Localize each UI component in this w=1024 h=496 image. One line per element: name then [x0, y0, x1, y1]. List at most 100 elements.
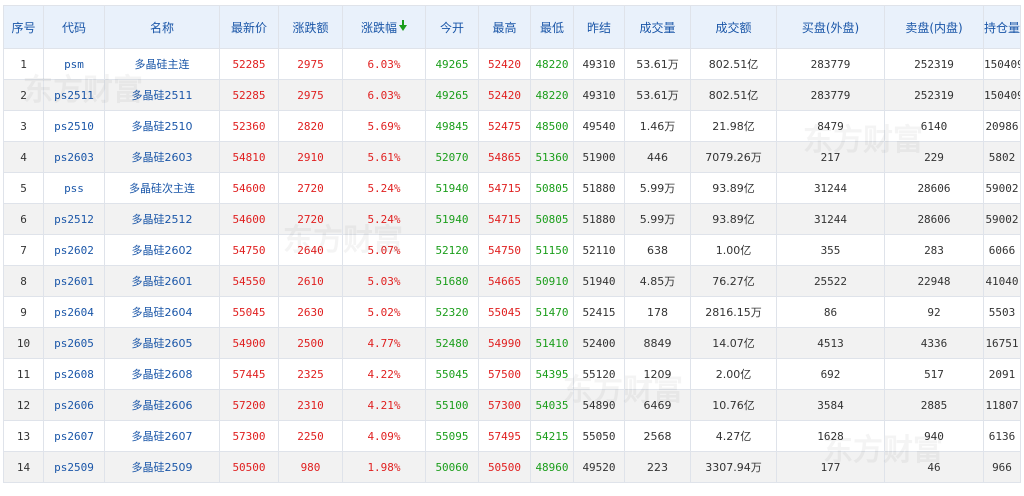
cell-volume: 2568: [624, 420, 691, 452]
cell-code[interactable]: ps2608: [43, 358, 105, 390]
cell-volume: 178: [624, 296, 691, 328]
cell-name[interactable]: 多晶硅2606: [104, 389, 220, 421]
cell-change-pct: 5.03%: [342, 265, 426, 297]
table-row[interactable]: 11 ps2608 多晶硅2608 57445 2325 4.22% 55045 57500 5…: [3, 358, 1021, 390]
header-high[interactable]: 最高: [478, 5, 531, 49]
cell-amount: 21.98亿: [690, 110, 777, 142]
cell-code[interactable]: ps2511: [43, 79, 105, 111]
cell-sell-inner: 252319: [884, 79, 984, 111]
header-open-interest[interactable]: 持仓量: [983, 5, 1021, 49]
cell-last-price: 52360: [219, 110, 279, 142]
header-index[interactable]: 序号: [3, 5, 44, 49]
cell-name[interactable]: 多晶硅2608: [104, 358, 220, 390]
header-code[interactable]: 代码: [43, 5, 105, 49]
cell-open: 49265: [425, 79, 479, 111]
table-row[interactable]: 14 ps2509 多晶硅2509 50500 980 1.98% 50060 50500 48…: [3, 451, 1021, 483]
cell-amount: 76.27亿: [690, 265, 777, 297]
cell-prev-settle: 49310: [573, 79, 625, 111]
table-row[interactable]: 10 ps2605 多晶硅2605 54900 2500 4.77% 52480 54990 5…: [3, 327, 1021, 359]
cell-code[interactable]: ps2510: [43, 110, 105, 142]
header-name[interactable]: 名称: [104, 5, 220, 49]
cell-open-interest: 11807: [983, 389, 1021, 421]
cell-open-interest: 41040: [983, 265, 1021, 297]
header-prev-settle[interactable]: 昨结: [573, 5, 625, 49]
cell-code[interactable]: ps2603: [43, 141, 105, 173]
table-row[interactable]: 4 ps2603 多晶硅2603 54810 2910 5.61% 52070 54865 51…: [3, 141, 1021, 173]
table-row[interactable]: 3 ps2510 多晶硅2510 52360 2820 5.69% 49845 52475 48…: [3, 110, 1021, 142]
header-volume[interactable]: 成交量: [624, 5, 691, 49]
cell-name[interactable]: 多晶硅2605: [104, 327, 220, 359]
cell-last-price: 54810: [219, 141, 279, 173]
table-row[interactable]: 7 ps2602 多晶硅2602 54750 2640 5.07% 52120 54750 51…: [3, 234, 1021, 266]
cell-code[interactable]: psm: [43, 48, 105, 80]
table-row[interactable]: 12 ps2606 多晶硅2606 57200 2310 4.21% 55100 57300 5…: [3, 389, 1021, 421]
cell-name[interactable]: 多晶硅2509: [104, 451, 220, 483]
cell-name[interactable]: 多晶硅2511: [104, 79, 220, 111]
cell-buy-outer: 86: [776, 296, 885, 328]
table-row[interactable]: 1 psm 多晶硅主连 52285 2975 6.03% 49265 52420 48220 49…: [3, 48, 1021, 80]
cell-buy-outer: 31244: [776, 172, 885, 204]
cell-name[interactable]: 多晶硅2603: [104, 141, 220, 173]
cell-buy-outer: 1628: [776, 420, 885, 452]
header-amount[interactable]: 成交额: [690, 5, 777, 49]
cell-high: 57495: [478, 420, 531, 452]
cell-change-pct: 4.09%: [342, 420, 426, 452]
cell-name[interactable]: 多晶硅2604: [104, 296, 220, 328]
cell-volume: 8849: [624, 327, 691, 359]
cell-change: 2720: [278, 172, 343, 204]
cell-name[interactable]: 多晶硅主连: [104, 48, 220, 80]
cell-amount: 2.00亿: [690, 358, 777, 390]
cell-change: 2975: [278, 79, 343, 111]
cell-open-interest: 59002: [983, 172, 1021, 204]
table-row[interactable]: 9 ps2604 多晶硅2604 55045 2630 5.02% 52320 55045 51…: [3, 296, 1021, 328]
cell-name[interactable]: 多晶硅2512: [104, 203, 220, 235]
cell-name[interactable]: 多晶硅2602: [104, 234, 220, 266]
cell-code[interactable]: ps2605: [43, 327, 105, 359]
cell-code[interactable]: ps2512: [43, 203, 105, 235]
header-sell-inner[interactable]: 卖盘(内盘): [884, 5, 984, 49]
cell-prev-settle: 52415: [573, 296, 625, 328]
table-row[interactable]: 13 ps2607 多晶硅2607 57300 2250 4.09% 55095 57495 5…: [3, 420, 1021, 452]
cell-name[interactable]: 多晶硅2601: [104, 265, 220, 297]
cell-open: 52480: [425, 327, 479, 359]
cell-low: 48500: [530, 110, 574, 142]
header-last-price[interactable]: 最新价: [219, 5, 279, 49]
cell-low: 54215: [530, 420, 574, 452]
cell-sell-inner: 517: [884, 358, 984, 390]
table-header-row: 序号 代码 名称 最新价 涨跌额 涨跌幅 今开 最高 最低 昨结 成交量 成交额…: [3, 5, 1021, 49]
cell-code[interactable]: ps2606: [43, 389, 105, 421]
cell-last-price: 52285: [219, 79, 279, 111]
header-change[interactable]: 涨跌额: [278, 5, 343, 49]
table-row[interactable]: 2 ps2511 多晶硅2511 52285 2975 6.03% 49265 52420 48…: [3, 79, 1021, 111]
table-row[interactable]: 8 ps2601 多晶硅2601 54550 2610 5.03% 51680 54665 50…: [3, 265, 1021, 297]
cell-buy-outer: 3584: [776, 389, 885, 421]
cell-change-pct: 4.77%: [342, 327, 426, 359]
cell-open-interest: 6136: [983, 420, 1021, 452]
cell-code[interactable]: pss: [43, 172, 105, 204]
cell-change-pct: 4.21%: [342, 389, 426, 421]
cell-sell-inner: 28606: [884, 203, 984, 235]
cell-code[interactable]: ps2604: [43, 296, 105, 328]
cell-low: 50805: [530, 203, 574, 235]
cell-code[interactable]: ps2509: [43, 451, 105, 483]
cell-high: 57300: [478, 389, 531, 421]
cell-index: 8: [3, 265, 44, 297]
header-open[interactable]: 今开: [425, 5, 479, 49]
table-row[interactable]: 5 pss 多晶硅次主连 54600 2720 5.24% 51940 54715 50805 5…: [3, 172, 1021, 204]
cell-name[interactable]: 多晶硅次主连: [104, 172, 220, 204]
header-low[interactable]: 最低: [530, 5, 574, 49]
cell-code[interactable]: ps2602: [43, 234, 105, 266]
cell-name[interactable]: 多晶硅2607: [104, 420, 220, 452]
cell-last-price: 57445: [219, 358, 279, 390]
header-change-pct[interactable]: 涨跌幅: [342, 5, 426, 49]
cell-open-interest: 2091: [983, 358, 1021, 390]
table-row[interactable]: 6 ps2512 多晶硅2512 54600 2720 5.24% 51940 54715 50…: [3, 203, 1021, 235]
cell-change: 2910: [278, 141, 343, 173]
cell-prev-settle: 54890: [573, 389, 625, 421]
cell-prev-settle: 51900: [573, 141, 625, 173]
cell-code[interactable]: ps2607: [43, 420, 105, 452]
cell-code[interactable]: ps2601: [43, 265, 105, 297]
cell-sell-inner: 229: [884, 141, 984, 173]
header-buy-outer[interactable]: 买盘(外盘): [776, 5, 885, 49]
cell-name[interactable]: 多晶硅2510: [104, 110, 220, 142]
